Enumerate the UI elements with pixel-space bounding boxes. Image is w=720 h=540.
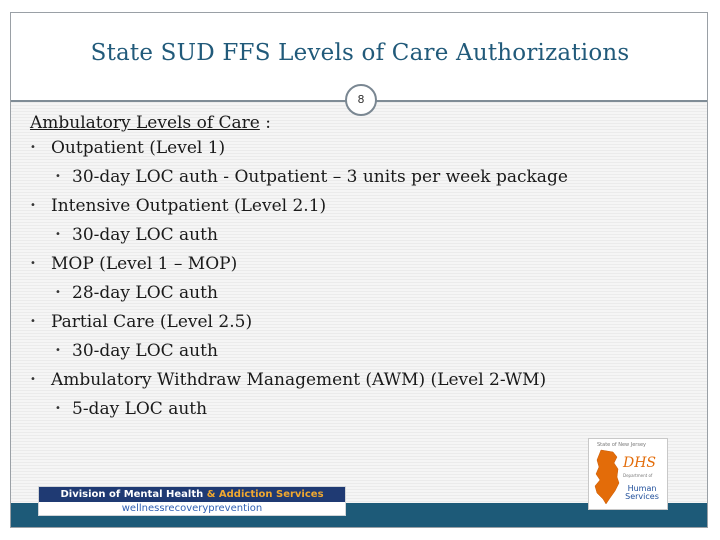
bullet-icon: • bbox=[55, 403, 61, 414]
bullet-icon: • bbox=[55, 171, 61, 182]
dhs-logo: State of New Jersey DHS Department of Hu… bbox=[588, 438, 668, 510]
bullet-icon: • bbox=[30, 374, 36, 385]
sub-list-item-label: 5-day LOC auth bbox=[72, 399, 208, 419]
sub-list-item: • 28-day LOC auth bbox=[30, 282, 650, 311]
section-heading-text: Ambulatory Levels of Care bbox=[30, 113, 260, 133]
list-item-label: Partial Care (Level 2.5) bbox=[51, 312, 253, 332]
list-item-label: Outpatient (Level 1) bbox=[51, 138, 226, 158]
slide-frame bbox=[10, 12, 708, 528]
list-item-label: Intensive Outpatient (Level 2.1) bbox=[51, 196, 327, 216]
page-number-badge: 8 bbox=[345, 84, 377, 116]
dmhas-logo-title-part2: Addiction Services bbox=[218, 489, 324, 500]
new-jersey-map-icon bbox=[594, 449, 620, 505]
dmhas-logo: Division of Mental Health & Addiction Se… bbox=[38, 486, 346, 516]
list-item: • MOP (Level 1 – MOP) bbox=[30, 253, 650, 282]
slide-title: State SUD FFS Levels of Care Authorizati… bbox=[90, 40, 630, 66]
sub-list-item: • 5-day LOC auth bbox=[30, 398, 650, 427]
list-item: • Ambulatory Withdraw Management (AWM) (L… bbox=[30, 369, 650, 398]
sub-list-item-label: 30-day LOC auth bbox=[72, 341, 218, 361]
sub-list-item: • 30-day LOC auth - Outpatient – 3 units … bbox=[30, 166, 650, 195]
content-background bbox=[11, 100, 707, 503]
dhs-logo-name-line1: Human bbox=[627, 484, 657, 493]
list-item: • Intensive Outpatient (Level 2.1) bbox=[30, 195, 650, 224]
list-item: • Outpatient (Level 1) bbox=[30, 137, 650, 166]
dhs-logo-mark: DHS bbox=[623, 455, 657, 471]
bullet-icon: • bbox=[55, 345, 61, 356]
dmhas-logo-ampersand: & bbox=[203, 489, 219, 500]
dhs-logo-name: Human Services bbox=[619, 485, 665, 501]
dhs-logo-name-line2: Services bbox=[625, 492, 659, 501]
section-heading-colon: : bbox=[259, 113, 271, 133]
dmhas-logo-title-part1: Division of Mental Health bbox=[60, 489, 204, 500]
dhs-logo-state: State of New Jersey bbox=[597, 442, 646, 448]
list-item: • Partial Care (Level 2.5) bbox=[30, 311, 650, 340]
sub-list-item: • 30-day LOC auth bbox=[30, 224, 650, 253]
bullet-icon: • bbox=[30, 316, 36, 327]
bullet-icon: • bbox=[55, 287, 61, 298]
bullet-icon: • bbox=[30, 200, 36, 211]
sub-list-item-label: 30-day LOC auth - Outpatient – 3 units p… bbox=[72, 167, 568, 187]
dmhas-logo-title: Division of Mental Health & Addiction Se… bbox=[39, 487, 345, 502]
sub-list-item: • 30-day LOC auth bbox=[30, 340, 650, 369]
bullet-content: Ambulatory Levels of Care : • Outpatient … bbox=[30, 112, 650, 427]
section-heading: Ambulatory Levels of Care : bbox=[30, 112, 650, 137]
dhs-logo-department: Department of bbox=[623, 473, 653, 478]
list-item-label: MOP (Level 1 – MOP) bbox=[51, 254, 238, 274]
bullet-icon: • bbox=[30, 258, 36, 269]
sub-list-item-label: 28-day LOC auth bbox=[72, 283, 218, 303]
list-item-label: Ambulatory Withdraw Management (AWM) (Le… bbox=[51, 370, 547, 390]
bullet-icon: • bbox=[30, 142, 36, 153]
bullet-icon: • bbox=[55, 229, 61, 240]
dmhas-logo-tagline: wellnessrecoveryprevention bbox=[121, 503, 263, 514]
sub-list-item-label: 30-day LOC auth bbox=[72, 225, 218, 245]
